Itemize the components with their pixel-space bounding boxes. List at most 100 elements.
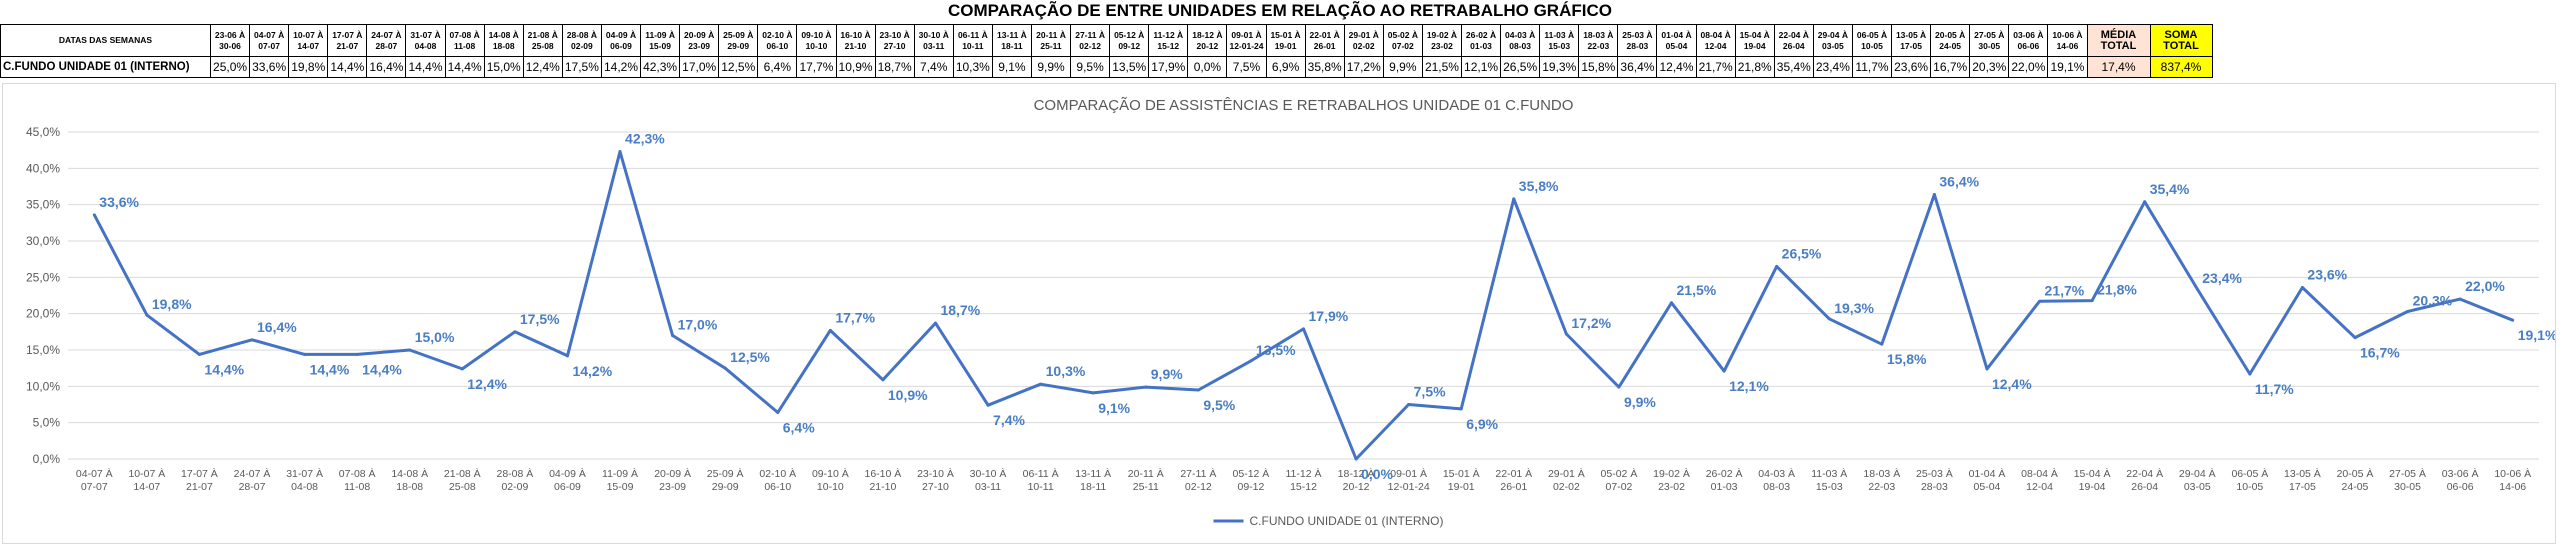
y-tick-label: 20,0% [26, 307, 60, 321]
week-date-start: 11-03 À [1544, 29, 1575, 40]
week-date-end: 30-06 [219, 40, 241, 51]
x-tick-label: 15-09 [607, 481, 634, 493]
week-date-cell: 27-05 À 30-05 [1969, 24, 2010, 57]
week-date-start: 19-02 À [1426, 29, 1458, 40]
x-tick-label: 08-03 [1763, 481, 1790, 493]
week-date-end: 26-01 [1313, 40, 1336, 51]
data-point [1722, 369, 1726, 373]
data-label: 14,4% [204, 361, 244, 377]
data-point [1775, 264, 1779, 268]
data-label: 7,4% [993, 412, 1025, 428]
week-value-cell: 10,9% [835, 56, 876, 78]
week-date-start: 14-08 À [488, 29, 519, 40]
media-total-value: 17,4% [2086, 56, 2151, 78]
data-point [1459, 407, 1463, 411]
y-tick-label: 10,0% [26, 379, 60, 393]
week-date-cell: 11-03 À 15-03 [1539, 24, 1580, 57]
week-date-end: 21-10 [844, 40, 867, 51]
data-point [2090, 299, 2094, 303]
week-date-cell: 09-01 À 12-01-24 [1226, 24, 1267, 57]
week-date-end: 03-11 [923, 40, 945, 51]
data-label: 36,4% [1939, 173, 1979, 189]
x-tick-label: 02-10 À [759, 467, 796, 480]
week-date-end: 12-04 [1704, 40, 1727, 51]
data-label: 21,8% [2097, 282, 2137, 298]
x-tick-label: 30-05 [2394, 481, 2421, 493]
week-date-end: 15-09 [649, 40, 671, 51]
x-tick-label: 13-11 À [1075, 467, 1111, 480]
x-tick-label: 26-01 [1500, 481, 1527, 493]
x-tick-label: 18-12 À [1338, 467, 1375, 480]
data-label: 18,7% [940, 302, 980, 318]
week-date-end: 07-02 [1391, 40, 1414, 51]
x-tick-label: 25-11 [1133, 481, 1159, 493]
data-label: 14,4% [362, 361, 402, 377]
x-tick-label: 15-03 [1816, 481, 1843, 493]
x-tick-label: 21-07 [186, 481, 213, 493]
x-tick-label: 28-03 [1921, 481, 1948, 493]
week-date-cell: 30-10 À 03-11 [913, 24, 954, 57]
week-date-start: 11-09 À [645, 29, 675, 40]
week-date-start: 11-12 À [1153, 29, 1184, 40]
y-tick-label: 15,0% [26, 343, 60, 357]
x-tick-label: 26-04 [2131, 481, 2158, 493]
x-tick-label: 07-08 À [339, 467, 376, 480]
week-date-cell: 23-06 À 30-06 [209, 24, 251, 57]
x-tick-label: 05-04 [1974, 481, 2001, 493]
week-value-cell: 12,4% [1656, 56, 1697, 78]
x-tick-label: 07-02 [1606, 481, 1633, 493]
week-value-cell: 7,5% [1226, 56, 1267, 78]
week-date-start: 23-10 À [879, 29, 910, 40]
week-date-cell: 19-02 À 23-02 [1421, 24, 1463, 57]
week-date-cell: 06-11 À 10-11 [952, 24, 993, 57]
week-date-end: 28-03 [1626, 40, 1649, 51]
data-label: 14,2% [572, 363, 612, 379]
week-date-start: 08-04 À [1700, 29, 1731, 40]
data-label: 17,2% [1571, 315, 1611, 331]
week-date-cell: 20-11 À 25-11 [1030, 24, 1072, 57]
week-date-end: 23-09 [688, 40, 711, 51]
week-date-start: 28-08 À [566, 29, 598, 40]
week-value-cell: 16,4% [366, 56, 407, 78]
week-value-cell: 13,5% [1109, 56, 1150, 78]
week-value-cell: 26,5% [1500, 56, 1541, 78]
data-label: 12,1% [1729, 378, 1769, 394]
x-tick-label: 14-07 [133, 481, 160, 493]
week-date-cell: 03-06 À 06-06 [2008, 24, 2049, 57]
data-label: 14,4% [310, 361, 350, 377]
week-value-cell: 9,5% [1070, 56, 1111, 78]
week-date-end: 10-10 [805, 40, 828, 51]
week-value-cell: 23,4% [1812, 56, 1853, 78]
week-value-cell: 17,2% [1343, 56, 1384, 78]
data-point [1407, 403, 1411, 406]
week-date-start: 05-02 À [1387, 29, 1418, 40]
data-point [2195, 287, 2199, 291]
week-date-cell: 05-12 À 09-12 [1109, 24, 1150, 57]
week-date-start: 27-11 À [1075, 29, 1105, 40]
data-label: 9,9% [1151, 366, 1183, 382]
line-chart: COMPARAÇÃO DE ASSISTÊNCIAS E RETRABALHOS… [26, 97, 2555, 528]
soma-total-value: 837,4% [2149, 56, 2213, 78]
week-value-cell: 6,4% [757, 56, 798, 78]
x-tick-label: 25-09 À [707, 467, 744, 480]
data-point [145, 313, 149, 317]
data-label: 26,5% [1782, 245, 1822, 261]
y-tick-label: 5,0% [33, 416, 61, 430]
data-point [565, 354, 569, 358]
x-tick-label: 24-07 À [234, 467, 271, 480]
week-value-cell: 19,1% [2047, 56, 2088, 78]
week-value-cell: 17,9% [1148, 56, 1189, 78]
data-point [2353, 336, 2357, 340]
week-value-cell: 14,2% [600, 56, 642, 78]
week-date-start: 22-01 À [1309, 29, 1340, 40]
week-date-cell: 02-10 À 06-10 [757, 24, 798, 57]
week-date-cell: 20-05 À 24-05 [1930, 24, 1971, 57]
x-tick-label: 15-04 À [2074, 467, 2111, 480]
week-value-cell: 12,5% [718, 56, 759, 78]
data-label: 23,4% [2202, 270, 2242, 286]
x-tick-label: 02-09 [501, 481, 528, 493]
data-point [197, 352, 201, 356]
data-point [250, 338, 254, 342]
x-tick-label: 22-01 À [1495, 467, 1532, 480]
week-date-cell: 10-06 À 14-06 [2047, 24, 2088, 57]
